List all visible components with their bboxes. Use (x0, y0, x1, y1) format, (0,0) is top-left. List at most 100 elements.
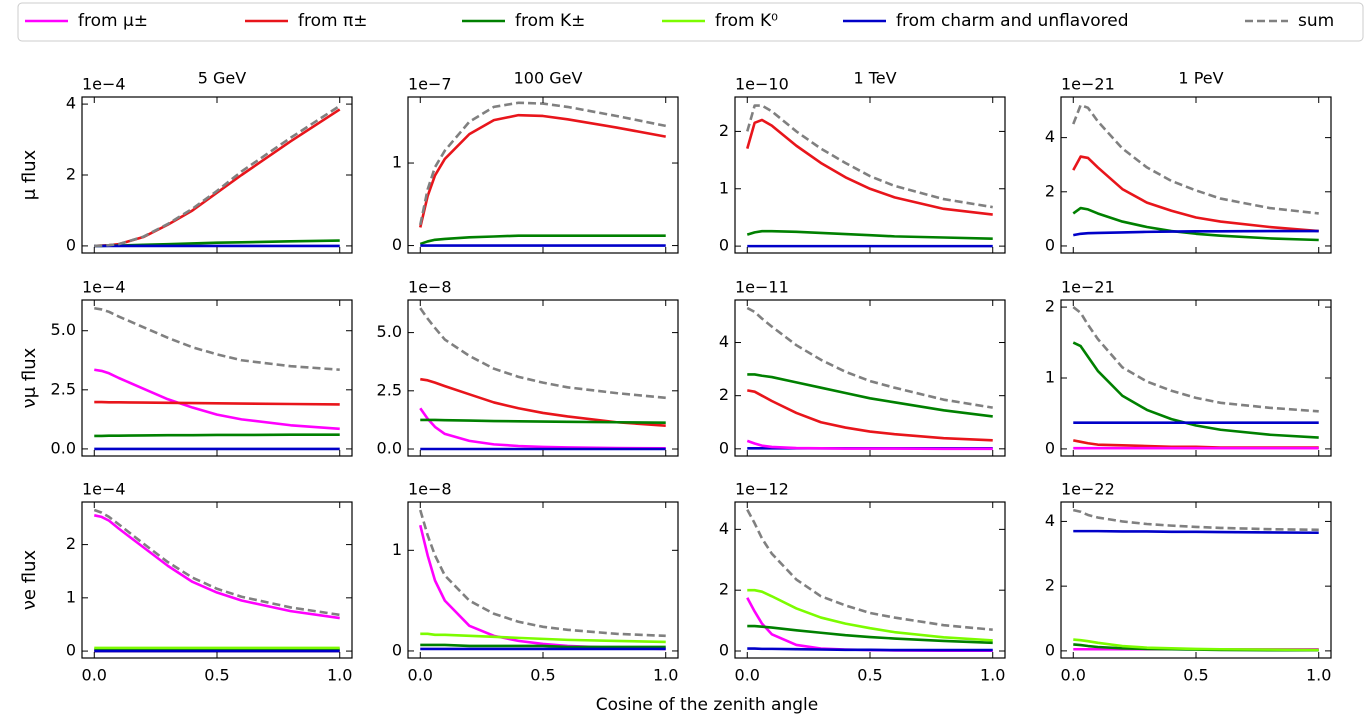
series-line (1072, 306, 1319, 413)
series-line (94, 306, 340, 372)
y-offset-label: 1e−10 (735, 75, 789, 94)
series-line (93, 514, 340, 620)
y-offset-label: 1e−7 (408, 75, 452, 94)
series-line (419, 407, 666, 450)
series-line (747, 588, 993, 642)
y-axis-label: νμ flux (19, 347, 40, 408)
series-line (1072, 206, 1319, 242)
y-tick-label: 0 (392, 640, 402, 659)
y-offset-label: 1e−8 (408, 278, 452, 297)
series-line (1073, 229, 1319, 237)
legend-label: from K± (515, 11, 585, 31)
y-tick-label: 2 (719, 580, 729, 599)
series-line (746, 439, 993, 451)
y-tick-label: 0 (66, 641, 76, 660)
x-tick-label: 1.0 (1306, 666, 1331, 685)
y-tick-label: 0 (1045, 235, 1055, 254)
x-tick-label: 0.0 (82, 666, 107, 685)
x-tick-label: 0.0 (408, 666, 433, 685)
y-tick-label: 0 (719, 236, 729, 255)
series-line (747, 389, 993, 442)
series-line (747, 624, 993, 645)
y-offset-label: 1e−12 (735, 480, 789, 499)
series-line (1072, 508, 1319, 532)
legend-label: from π± (298, 11, 367, 31)
y-tick-label: 4 (1045, 127, 1055, 146)
series-line (747, 647, 993, 652)
series-line (1073, 529, 1319, 535)
series-line (420, 418, 666, 424)
y-offset-label: 1e−4 (82, 278, 126, 297)
y-offset-label: 1e−4 (82, 75, 126, 94)
series-line (418, 101, 666, 226)
series-line (94, 104, 341, 248)
series-line (419, 234, 666, 246)
y-tick-label: 2 (719, 121, 729, 140)
series-line (1072, 155, 1319, 233)
series-line (747, 373, 993, 418)
y-tick-label: 4 (719, 519, 729, 538)
y-tick-label: 0.0 (51, 438, 76, 457)
x-tick-label: 1.0 (327, 666, 352, 685)
subplot-title: 1 TeV (853, 69, 896, 88)
y-tick-label: 4 (1045, 511, 1055, 530)
y-offset-label: 1e−21 (1061, 75, 1115, 94)
y-tick-label: 1 (1045, 368, 1055, 387)
x-tick-label: 0.5 (530, 666, 555, 685)
y-offset-label: 1e−21 (1061, 278, 1115, 297)
plot-frame (1060, 299, 1332, 457)
plot-frame (81, 96, 353, 254)
series-line (746, 229, 993, 240)
y-tick-label: 2 (1045, 576, 1055, 595)
series-line (419, 509, 666, 638)
y-tick-label: 1 (392, 540, 402, 559)
y-offset-label: 1e−8 (408, 480, 452, 499)
series-line (746, 118, 993, 216)
x-tick-label: 0.5 (857, 666, 882, 685)
x-tick-label: 0.0 (1061, 666, 1086, 685)
plot-frame (1060, 501, 1332, 659)
y-tick-label: 2 (719, 385, 729, 404)
y-tick-label: 0 (1045, 640, 1055, 659)
series-line (1072, 341, 1319, 439)
y-tick-label: 4 (66, 94, 76, 113)
y-tick-label: 0.0 (377, 439, 402, 458)
series-line (746, 597, 993, 652)
plot-frame (81, 299, 353, 457)
subplot-title: 1 PeV (1178, 69, 1223, 88)
y-tick-label: 0 (66, 235, 76, 254)
y-tick-label: 5.0 (377, 322, 402, 341)
series-line (419, 113, 666, 228)
legend-label: from charm and unflavored (896, 11, 1129, 31)
y-tick-label: 4 (719, 332, 729, 351)
y-offset-label: 1e−4 (82, 480, 126, 499)
legend-label: from μ± (78, 11, 148, 31)
x-tick-label: 0.5 (1183, 666, 1208, 685)
legend: from μ± from π± from K± from K⁰ from charm a… (25, 11, 1334, 31)
y-axis-label: μ flux (19, 149, 40, 200)
y-tick-label: 2.5 (377, 380, 402, 399)
series-line (94, 368, 340, 431)
y-offset-label: 1e−22 (1061, 480, 1115, 499)
series-line (1072, 103, 1319, 215)
legend-label: sum (1298, 11, 1334, 31)
series-line (746, 508, 993, 632)
y-tick-label: 0 (392, 235, 402, 254)
series-line (420, 377, 666, 428)
y-tick-label: 2 (66, 165, 76, 184)
y-tick-label: 1 (719, 178, 729, 197)
series-line (746, 104, 993, 209)
series-line (1073, 439, 1319, 449)
y-tick-label: 1 (66, 587, 76, 606)
series-line (1073, 638, 1319, 652)
subplot-title: 5 GeV (198, 69, 247, 88)
y-tick-label: 0 (719, 438, 729, 457)
series-line (94, 433, 340, 438)
y-tick-label: 2 (1045, 297, 1055, 316)
subplot-title: 100 GeV (514, 69, 583, 88)
y-tick-label: 0 (1045, 438, 1055, 457)
legend-label: from K⁰ (715, 11, 778, 31)
y-tick-label: 1 (392, 153, 402, 172)
series-line (93, 508, 340, 617)
